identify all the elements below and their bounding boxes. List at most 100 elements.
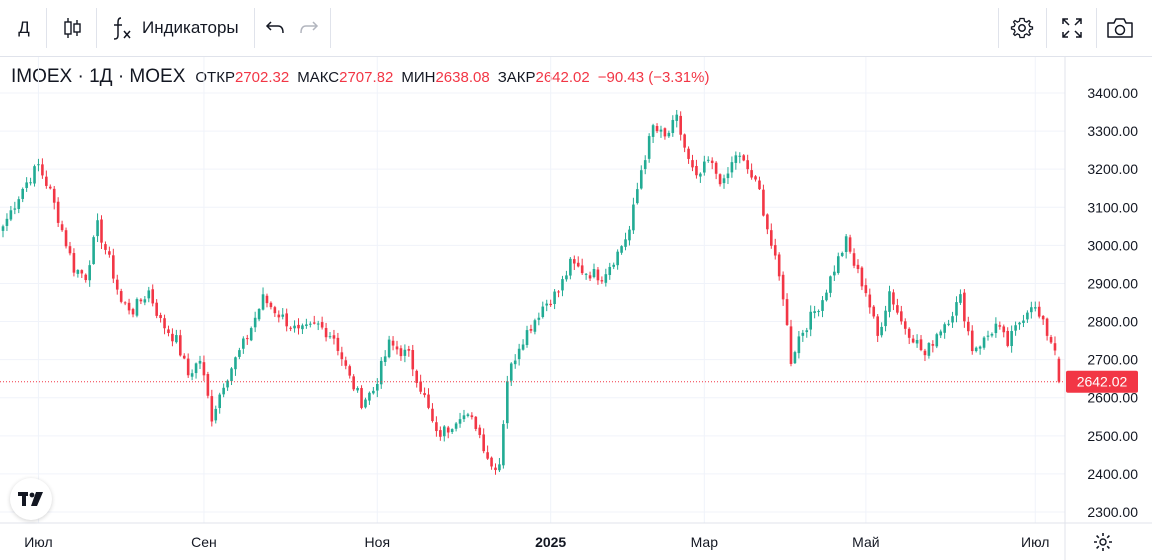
candle-body [234,357,237,370]
candle [978,345,982,355]
candle [959,289,962,305]
candle-body [281,314,285,317]
candle [285,308,288,332]
candle-body [785,299,789,325]
candle-body [33,166,36,184]
candle-body [5,218,9,226]
candle [194,362,198,379]
candle [1022,314,1025,328]
candle [974,346,978,353]
candle-body [513,360,517,365]
candle-body [261,294,265,310]
candle-body [502,424,505,466]
candle [305,318,308,329]
candle [840,251,844,258]
candle [9,205,13,222]
candle [238,347,241,360]
candle [37,158,40,172]
candle-body [486,452,489,459]
candle-body [419,381,422,392]
candle [612,262,615,270]
time-tick-label: Ноя [365,534,390,550]
interval-button[interactable]: Д [6,8,42,48]
candle-body [710,160,714,164]
redo-button[interactable] [294,8,324,48]
candle [506,375,509,429]
chart-type-button[interactable] [52,8,92,48]
candle [604,268,608,287]
candle-body [123,302,127,304]
indicators-button[interactable]: Индикаторы [102,8,250,48]
candle-body [112,255,115,279]
candle [265,293,269,308]
axes [0,57,1152,560]
candle [982,336,986,350]
candle [825,289,828,302]
candle-body [1018,322,1021,325]
candle-body [186,358,190,376]
candle [699,172,702,183]
candle-body [620,246,623,253]
candle [1010,325,1013,353]
candle-body [249,328,253,341]
candle-body [316,323,320,325]
price-tick-label: 3100.00 [1087,199,1138,215]
candle [1033,301,1037,312]
gear-icon [1099,538,1107,546]
candle-body [521,344,525,350]
candle [1026,310,1029,323]
tradingview-logo-icon [18,492,43,506]
candle [573,255,576,271]
fullscreen-button[interactable] [1052,8,1092,48]
price-tick-label: 3000.00 [1087,237,1138,253]
candle-body [584,273,588,275]
candle [896,298,899,315]
candle-body [600,280,604,282]
price-tick-label: 3300.00 [1087,123,1138,139]
candle-body [1033,307,1037,309]
candle-body [565,275,568,280]
candle-body [947,323,950,325]
candle [60,220,64,232]
candle [312,315,316,325]
candle [13,201,17,215]
candle-body [446,427,450,433]
candle [407,345,411,357]
candle [115,274,119,295]
candle [813,305,816,319]
candle-body [403,349,407,356]
price-chart[interactable]: 3400.00 3300.00 3200.00 3100.00 3000.00 2900.… [0,57,1152,560]
candle [1018,321,1021,330]
symbol-title[interactable]: IMOEX · 1Д · MOEX [11,66,186,87]
candle [706,156,710,163]
candle-body [923,350,927,356]
candle-body [383,356,387,362]
candle [809,305,812,337]
time-axis[interactable]: Июл Сен Ноя 2025 Мар Май Июл [24,534,1049,550]
candle [616,249,619,270]
candle-body [872,306,876,317]
candle-body [588,275,592,279]
candle [316,320,320,331]
candle [903,318,907,335]
settings-button[interactable] [1002,8,1042,48]
candle-body [454,423,458,429]
axis-settings-button[interactable] [1094,533,1112,551]
snapshot-button[interactable] [1100,8,1140,48]
candle [836,252,840,275]
candle-body [687,148,690,159]
candle [1041,315,1045,325]
candle-body [64,230,68,247]
high-label: МАКС [297,69,340,86]
candle [64,227,68,249]
price-axis[interactable]: 3400.00 3300.00 3200.00 3100.00 3000.00 2900.… [1087,85,1138,520]
candle [695,159,698,179]
candle [667,130,671,138]
tradingview-logo[interactable] [10,478,52,520]
candle [147,286,151,303]
candle [92,235,95,265]
candle-body [226,380,229,388]
undo-button[interactable] [260,8,290,48]
candle [486,445,489,460]
candle-body [651,125,655,137]
